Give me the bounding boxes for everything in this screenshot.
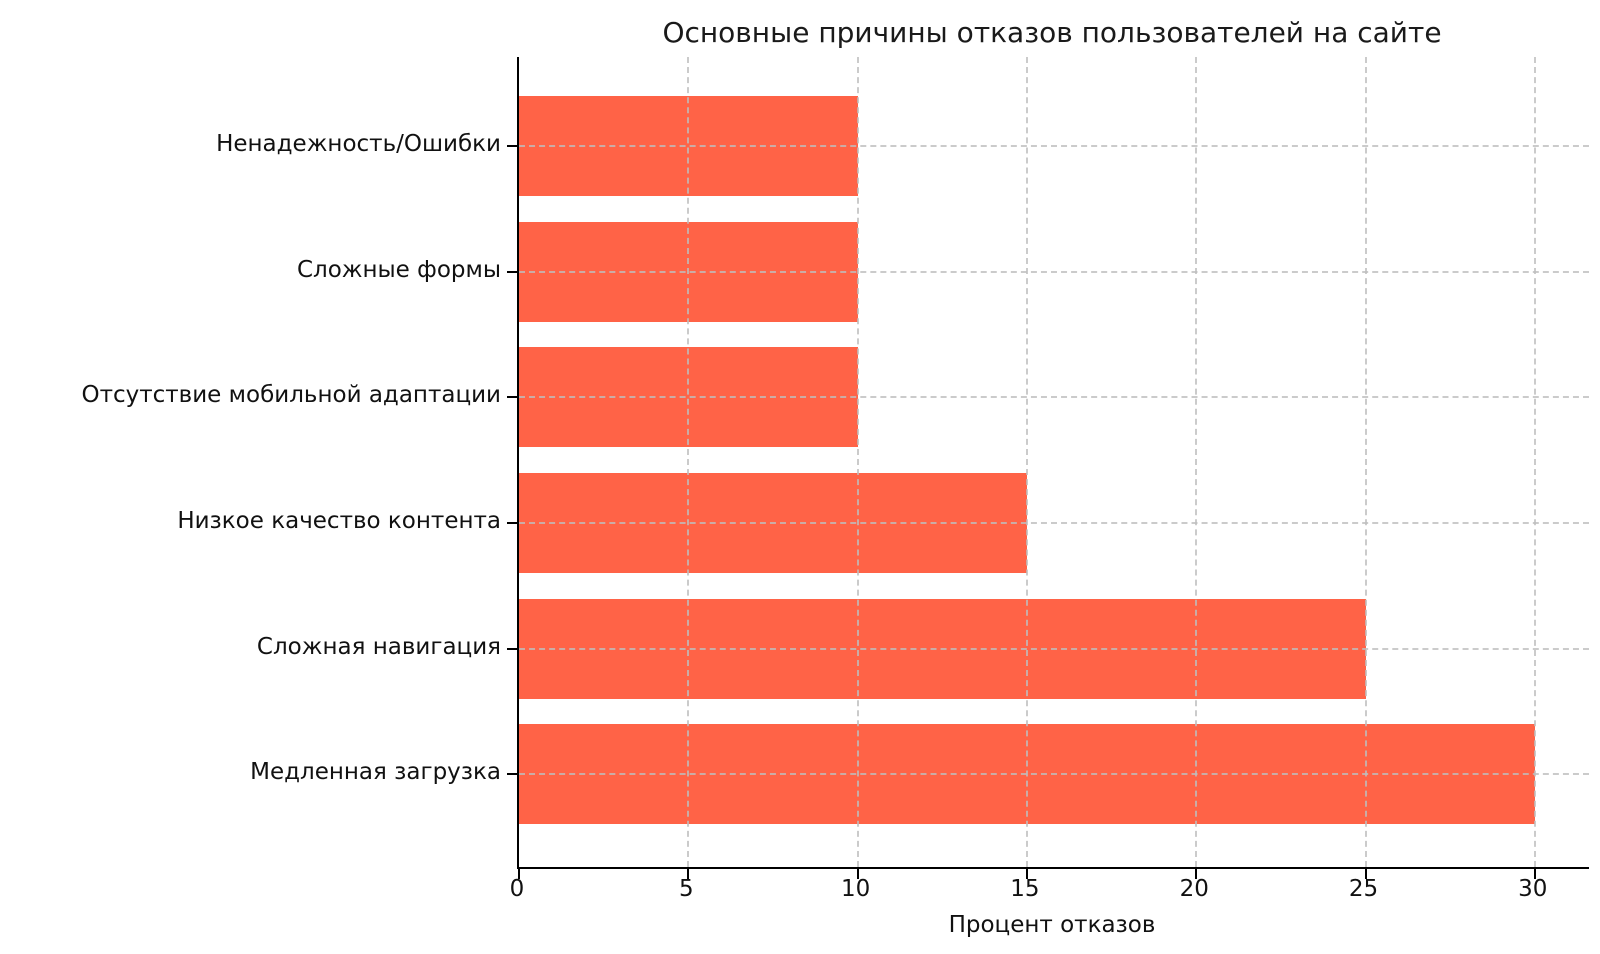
x-tick-mark-30 [1533,869,1536,879]
gridline-vertical-5 [687,57,690,867]
y-tick-label-2: Отсутствие мобильной адаптации [81,382,501,409]
gridline-horizontal-2 [519,396,1589,399]
gridline-vertical-10 [856,57,859,867]
x-tick-mark-20 [1195,869,1198,879]
chart-title: Основные причины отказов пользователей н… [662,16,1442,49]
y-tick-label-5: Медленная загрузка [250,759,501,786]
x-tick-label-30: 30 [1518,876,1548,902]
x-tick-label-5: 5 [678,876,694,902]
x-tick-mark-15 [1025,869,1028,879]
x-tick-label-15: 15 [1010,876,1040,902]
x-tick-mark-10 [856,869,859,879]
gridline-vertical-25 [1364,57,1367,867]
gridline-horizontal-4 [519,647,1589,650]
y-tick-mark-1 [507,270,517,273]
gridline-horizontal-0 [519,144,1589,147]
y-tick-label-0: Ненадежность/Ошибки [216,130,501,157]
gridline-vertical-15 [1025,57,1028,867]
y-tick-label-1: Сложные формы [296,256,501,283]
plot-area [507,57,1589,879]
gridline-horizontal-3 [519,521,1589,524]
x-tick-mark-5 [687,869,690,879]
y-tick-mark-5 [507,773,517,776]
x-tick-label-0: 0 [509,876,525,902]
x-tick-label-20: 20 [1179,876,1209,902]
x-tick-label-10: 10 [840,876,871,902]
gridline-vertical-30 [1533,57,1536,867]
x-tick-mark-0 [518,869,520,879]
y-tick-mark-3 [507,521,517,524]
gridline-horizontal-1 [519,270,1589,273]
gridline-vertical-20 [1195,57,1198,867]
y-tick-mark-4 [507,647,517,650]
x-axis-label: Процент отказов [948,912,1156,938]
gridline-horizontal-5 [519,773,1589,776]
x-tick-label-25: 25 [1348,876,1379,902]
y-tick-mark-0 [507,144,517,147]
y-tick-label-3: Низкое качество контента [177,507,501,534]
x-tick-mark-25 [1364,869,1367,879]
y-tick-label-4: Сложная навигация [256,633,501,660]
y-tick-mark-2 [507,396,517,399]
